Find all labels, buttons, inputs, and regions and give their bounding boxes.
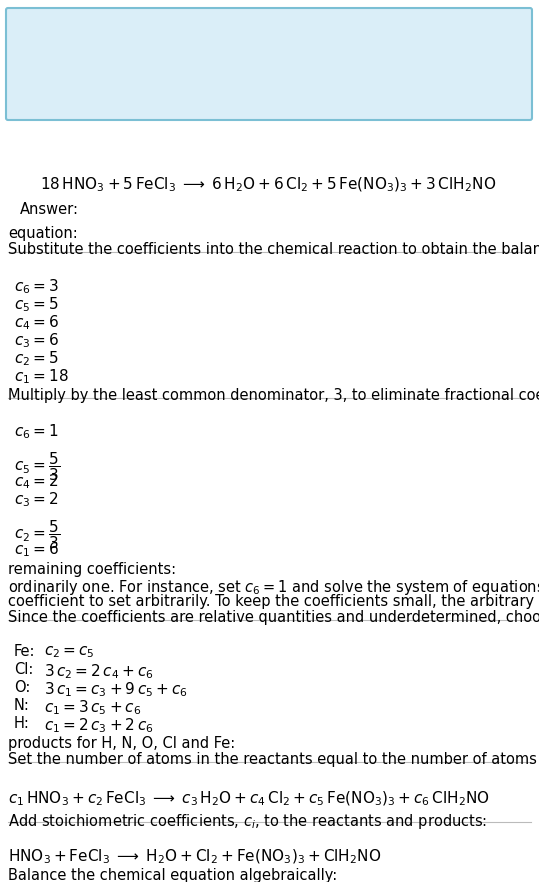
Text: $3\,c_2 = 2\,c_4 + c_6$: $3\,c_2 = 2\,c_4 + c_6$ <box>44 662 154 681</box>
Text: $c_4 = 6$: $c_4 = 6$ <box>14 313 59 332</box>
Text: $c_1\,\mathrm{HNO_3} + c_2\,\mathrm{FeCl_3}\;\longrightarrow\;c_3\,\mathrm{H_2O}: $c_1\,\mathrm{HNO_3} + c_2\,\mathrm{FeCl… <box>8 790 490 809</box>
Text: equation:: equation: <box>8 226 78 241</box>
Text: $3\,c_1 = c_3 + 9\,c_5 + c_6$: $3\,c_1 = c_3 + 9\,c_5 + c_6$ <box>44 680 188 699</box>
Text: Fe:: Fe: <box>14 644 36 659</box>
Text: $c_1 = 2\,c_3 + 2\,c_6$: $c_1 = 2\,c_3 + 2\,c_6$ <box>44 716 154 735</box>
Text: $c_2 = 5$: $c_2 = 5$ <box>14 349 59 368</box>
Text: ordinarily one. For instance, set $c_6 = 1$ and solve the system of equations fo: ordinarily one. For instance, set $c_6 =… <box>8 578 539 597</box>
Text: $c_5 = \dfrac{5}{3}$: $c_5 = \dfrac{5}{3}$ <box>14 450 60 482</box>
Text: H:: H: <box>14 716 30 731</box>
Text: $c_4 = 2$: $c_4 = 2$ <box>14 472 58 490</box>
Text: Add stoichiometric coefficients, $c_i$, to the reactants and products:: Add stoichiometric coefficients, $c_i$, … <box>8 812 487 831</box>
Text: Substitute the coefficients into the chemical reaction to obtain the balanced: Substitute the coefficients into the che… <box>8 242 539 257</box>
Text: $c_1 = 3\,c_5 + c_6$: $c_1 = 3\,c_5 + c_6$ <box>44 698 141 717</box>
Text: $c_1 = 6$: $c_1 = 6$ <box>14 540 59 558</box>
Text: Set the number of atoms in the reactants equal to the number of atoms in the: Set the number of atoms in the reactants… <box>8 752 539 767</box>
FancyBboxPatch shape <box>6 8 532 120</box>
Text: $c_6 = 3$: $c_6 = 3$ <box>14 277 59 295</box>
Text: $c_3 = 6$: $c_3 = 6$ <box>14 331 59 349</box>
Text: $c_1 = 18$: $c_1 = 18$ <box>14 367 68 385</box>
Text: $c_2 = \dfrac{5}{3}$: $c_2 = \dfrac{5}{3}$ <box>14 518 60 550</box>
Text: $18\,\mathrm{HNO_3} + 5\,\mathrm{FeCl_3}\;\longrightarrow\;6\,\mathrm{H_2O} + 6\: $18\,\mathrm{HNO_3} + 5\,\mathrm{FeCl_3}… <box>40 176 496 194</box>
Text: N:: N: <box>14 698 30 713</box>
Text: products for H, N, O, Cl and Fe:: products for H, N, O, Cl and Fe: <box>8 736 235 751</box>
Text: $c_2 = c_5$: $c_2 = c_5$ <box>44 644 94 660</box>
Text: $c_3 = 2$: $c_3 = 2$ <box>14 490 58 509</box>
Text: Multiply by the least common denominator, 3, to eliminate fractional coefficient: Multiply by the least common denominator… <box>8 388 539 403</box>
Text: $c_5 = 5$: $c_5 = 5$ <box>14 295 59 314</box>
Text: coefficient to set arbitrarily. To keep the coefficients small, the arbitrary va: coefficient to set arbitrarily. To keep … <box>8 594 539 609</box>
Text: $c_6 = 1$: $c_6 = 1$ <box>14 422 59 441</box>
Text: O:: O: <box>14 680 30 695</box>
Text: $\mathrm{HNO_3 + FeCl_3}\;\longrightarrow\;\mathrm{H_2O + Cl_2 + Fe(NO_3)_3 + Cl: $\mathrm{HNO_3 + FeCl_3}\;\longrightarro… <box>8 848 382 866</box>
Text: Since the coefficients are relative quantities and underdetermined, choose a: Since the coefficients are relative quan… <box>8 610 539 625</box>
Text: Cl:: Cl: <box>14 662 33 677</box>
Text: remaining coefficients:: remaining coefficients: <box>8 562 176 577</box>
Text: Balance the chemical equation algebraically:: Balance the chemical equation algebraica… <box>8 868 337 882</box>
Text: Answer:: Answer: <box>20 202 79 217</box>
